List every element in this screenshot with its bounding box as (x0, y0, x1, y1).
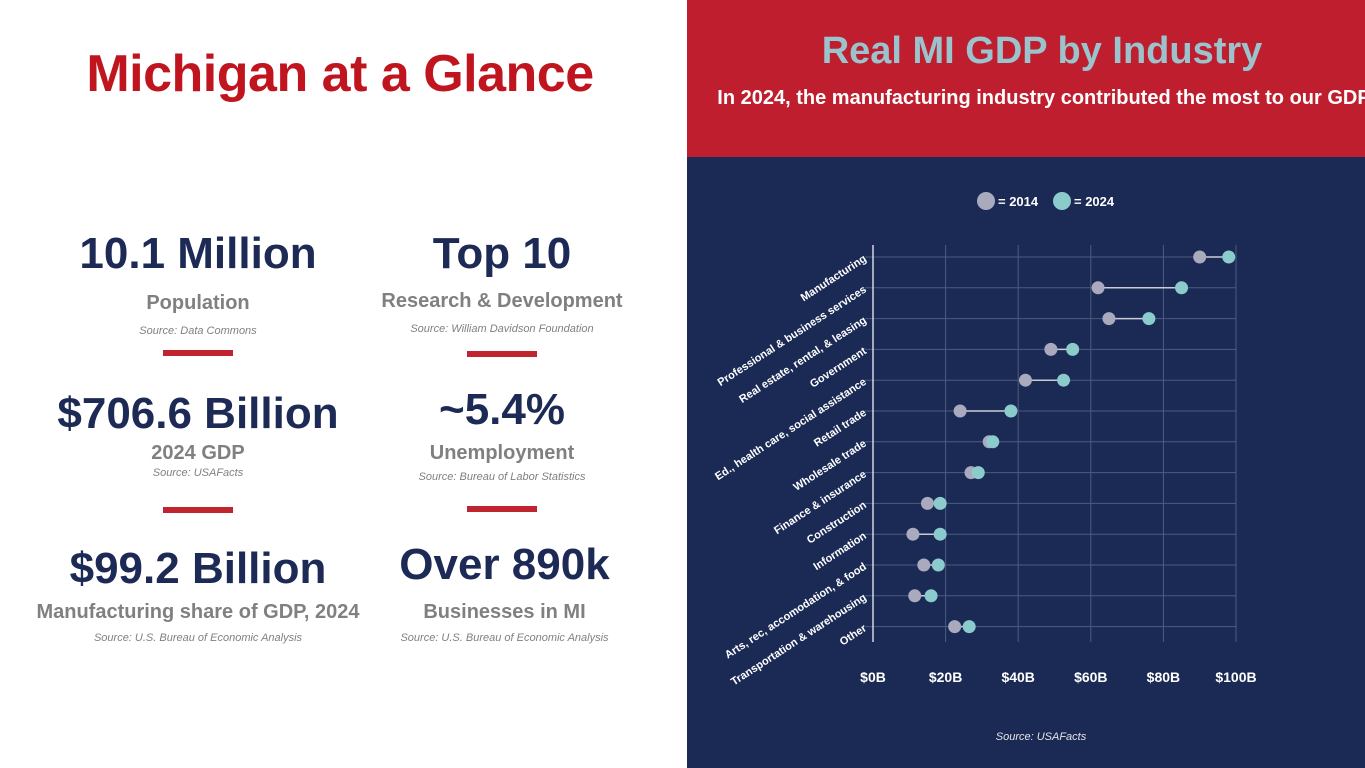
stat-label: Businesses in MI (423, 601, 586, 624)
stat-value: 10.1 Million (79, 229, 317, 278)
stat-source: Source: USAFacts (152, 467, 244, 480)
point-2014 (908, 589, 922, 603)
point-2014 (1018, 373, 1032, 387)
x-tick-label: $20B (929, 669, 962, 685)
stat-label: Research & Development (381, 290, 623, 313)
stat-unemployment: ~5.4% Unemployment Source: Bureau of Lab… (352, 385, 652, 484)
legend-2024-label: = 2024 (1074, 194, 1115, 209)
stat-source: Source: William Davidson Foundation (410, 323, 594, 336)
category-label: Other (838, 622, 870, 648)
legend-2014-label: = 2014 (998, 194, 1039, 209)
x-tick-label: $60B (1074, 669, 1107, 685)
point-2024 (986, 435, 1000, 449)
point-2024 (933, 496, 947, 510)
point-2024 (1057, 373, 1071, 387)
point-2014 (948, 620, 962, 634)
point-2014 (953, 404, 967, 418)
legend-2024-marker (1053, 192, 1071, 210)
point-2024 (1142, 312, 1156, 326)
point-2024 (924, 589, 938, 603)
point-2014 (1091, 281, 1105, 295)
chart-subtitle-text: In 2024, the manufacturing industry cont… (717, 87, 1365, 109)
stat-label: Population (146, 292, 250, 315)
stat-gdp: $706.6 Billion 2024 GDP Source: USAFacts (18, 389, 378, 480)
x-tick-label: $0B (860, 669, 886, 685)
stat-value: $706.6 Billion (57, 389, 339, 438)
point-2014 (920, 496, 934, 510)
page-title: Michigan at a Glance (86, 45, 594, 103)
legend-2014-marker (977, 192, 995, 210)
stat-population: 10.1 Million Population Source: Data Com… (18, 229, 378, 338)
point-2014 (1102, 312, 1116, 326)
stat-source: Source: U.S. Bureau of Economic Analysis (400, 632, 609, 645)
stat-research: Top 10 Research & Development Source: Wi… (352, 229, 652, 336)
stat-source: Source: Data Commons (139, 325, 257, 338)
divider (163, 350, 233, 356)
stat-source: Source: U.S. Bureau of Economic Analysis (93, 632, 303, 645)
chart-subtitle: In 2024, the manufacturing industry cont… (687, 84, 1365, 112)
stat-value: $99.2 Billion (69, 544, 327, 593)
x-tick-label: $80B (1147, 669, 1180, 685)
point-2024 (1222, 250, 1236, 264)
stat-source: Source: Bureau of Labor Statistics (418, 471, 586, 484)
point-2024 (962, 620, 976, 634)
point-2014 (1044, 342, 1058, 356)
x-tick-label: $40B (1001, 669, 1034, 685)
stat-manufacturing: $99.2 Billion Manufacturing share of GDP… (18, 544, 378, 645)
point-2014 (917, 558, 931, 572)
stat-label: Manufacturing share of GDP, 2024 (36, 601, 360, 624)
point-2024 (931, 558, 945, 572)
point-2024 (1004, 404, 1018, 418)
point-2024 (1175, 281, 1189, 295)
stat-value: ~5.4% (439, 385, 565, 434)
stat-businesses: Over 890k Businesses in MI Source: U.S. … (352, 540, 657, 645)
stat-value: Top 10 (432, 229, 572, 278)
x-tick-label: $100B (1215, 669, 1256, 685)
point-2024 (933, 527, 947, 541)
chart-title: Real MI GDP by Industry (821, 30, 1263, 72)
divider (467, 506, 537, 512)
point-2024 (971, 466, 985, 480)
chart-banner (687, 0, 1365, 157)
stat-value: Over 890k (399, 540, 610, 589)
point-2014 (1193, 250, 1207, 264)
divider (163, 507, 233, 513)
stat-label: 2024 GDP (151, 442, 245, 465)
stat-label: Unemployment (429, 442, 575, 465)
chart-source: Source: USAFacts (995, 731, 1087, 743)
left-panel: Michigan at a Glance 10.1 Million Popula… (18, 45, 657, 645)
point-2024 (1066, 342, 1080, 356)
point-2014 (906, 527, 920, 541)
divider (467, 351, 537, 357)
chart-panel: Real MI GDP by Industry In 2024, the man… (687, 0, 1365, 768)
